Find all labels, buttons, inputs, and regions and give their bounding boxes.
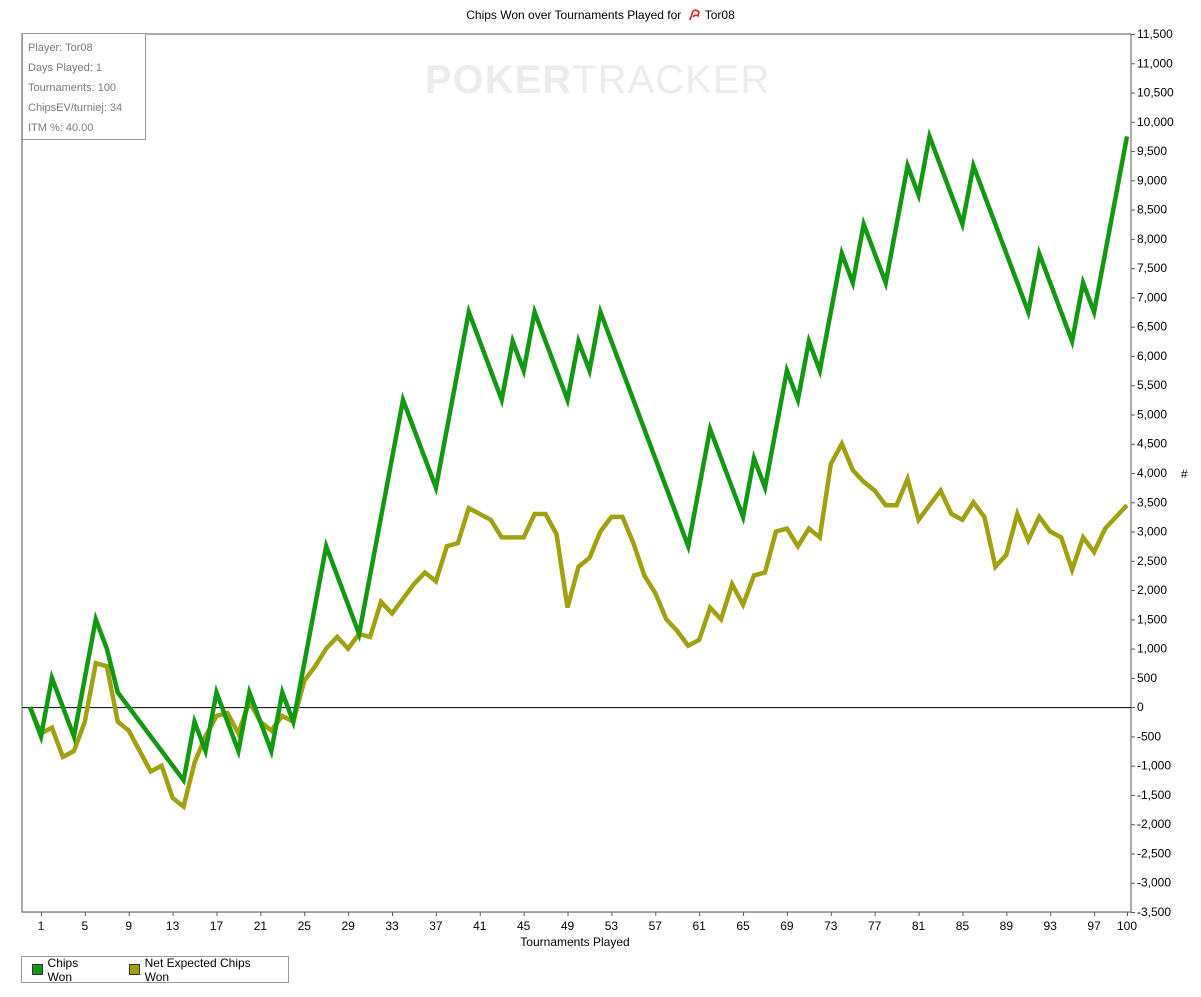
x-tick-label: 57 [649,919,663,933]
x-tick-label: 49 [561,919,575,933]
x-tick-label: 41 [473,919,487,933]
y-tick-label: 7,500 [1137,261,1167,275]
y-tick-label: 6,500 [1137,320,1167,334]
x-tick-label: 69 [780,919,794,933]
chart-title: Chips Won over Tournaments Played for To… [0,8,1201,22]
y-tick-label: 8,000 [1137,232,1167,246]
y-tick-label: 0 [1137,700,1144,714]
x-tick-label: 89 [1000,919,1014,933]
y-tick-label: -3,000 [1137,876,1171,890]
y-tick-label: 10,500 [1137,86,1174,100]
x-tick-label: 21 [254,919,268,933]
x-tick-label: 25 [298,919,312,933]
legend-label: Net Expected Chips Won [144,955,251,984]
y-axis-label: # [1181,467,1188,481]
x-tick-label: 53 [605,919,619,933]
y-tick-label: 4,500 [1137,437,1167,451]
y-tick-label: -1,500 [1137,788,1171,802]
legend: Chips Won Net Expected Chips Won [21,956,289,984]
legend-swatch-chips-won [32,964,43,975]
y-tick-label: 1,000 [1137,642,1167,656]
stat-chipsev: ChipsEV/turniej: 34 [28,102,123,114]
y-tick-label: 8,500 [1137,203,1167,217]
x-tick-label: 93 [1044,919,1058,933]
y-tick-label: -1,000 [1137,759,1171,773]
stats-box: Player: Tor08 Days Played: 1 Tournaments… [22,33,146,140]
x-tick-label: 100 [1117,919,1137,933]
x-tick-label: 73 [824,919,838,933]
x-tick-label: 17 [210,919,224,933]
y-tick-label: -500 [1137,729,1161,743]
stat-tournaments: Tournaments: 100 [28,82,117,94]
pokertracker-watermark: POKERTRACKER [425,58,771,102]
y-tick-label: 3,500 [1137,495,1167,509]
y-tick-label: 500 [1137,671,1157,685]
stat-days-played: Days Played: 1 [28,62,102,74]
x-tick-label: 85 [956,919,970,933]
series-lines [27,128,1130,811]
y-tick-label: -2,000 [1137,817,1171,831]
y-tick-label: 2,500 [1137,554,1167,568]
stat-player: Player: Tor08 [28,42,93,54]
chart-title-prefix: Chips Won over Tournaments Played for [466,8,682,22]
x-tick-label: 77 [868,919,882,933]
x-tick-label: 37 [429,919,443,933]
y-tick-label: 9,000 [1137,173,1167,187]
y-tick-label: 11,500 [1137,27,1173,41]
y-tick-label: 10,000 [1137,115,1174,129]
legend-item-chips-won[interactable]: Chips Won [32,956,103,984]
x-axis-label: Tournaments Played [520,935,630,949]
y-tick-label: 7,000 [1137,290,1167,304]
x-tick-label: 97 [1087,919,1101,933]
y-tick-label: 6,000 [1137,349,1167,363]
x-tick-label: 45 [517,919,531,933]
x-tick-label: 33 [385,919,399,933]
x-tick-label: 61 [692,919,706,933]
chart-title-player: Tor08 [704,8,735,22]
x-tick-label: 65 [736,919,750,933]
x-tick-label: 1 [38,919,45,933]
player-flag-icon [688,9,700,21]
y-tick-label: 1,500 [1137,612,1167,626]
x-tick-label: 81 [912,919,926,933]
y-tick-label: 4,000 [1137,466,1167,480]
y-tick-label: 2,000 [1137,583,1167,597]
x-tick-label: 9 [125,919,132,933]
y-tick-label: 5,500 [1137,378,1167,392]
legend-item-net-expected[interactable]: Net Expected Chips Won [129,956,272,984]
y-tick-label: -3,500 [1137,905,1171,919]
y-tick-label: 3,000 [1137,525,1167,539]
legend-label: Chips Won [47,955,79,984]
y-tick-label: -2,500 [1137,846,1171,860]
stat-itm: ITM %: 40.00 [28,122,94,134]
tick-labels: -3,500 -3,000 -2,500 -2,000 -1,500 -1,000 -500… [38,27,1174,933]
x-tick-label: 29 [341,919,355,933]
chips-won-line [27,128,1130,786]
y-tick-label: 11,000 [1137,56,1173,70]
x-tick-label: 5 [82,919,89,933]
legend-swatch-net-expected [129,964,140,975]
y-tick-label: 5,000 [1137,407,1167,421]
y-tick-label: 9,500 [1137,144,1167,158]
x-tick-label: 13 [166,919,180,933]
